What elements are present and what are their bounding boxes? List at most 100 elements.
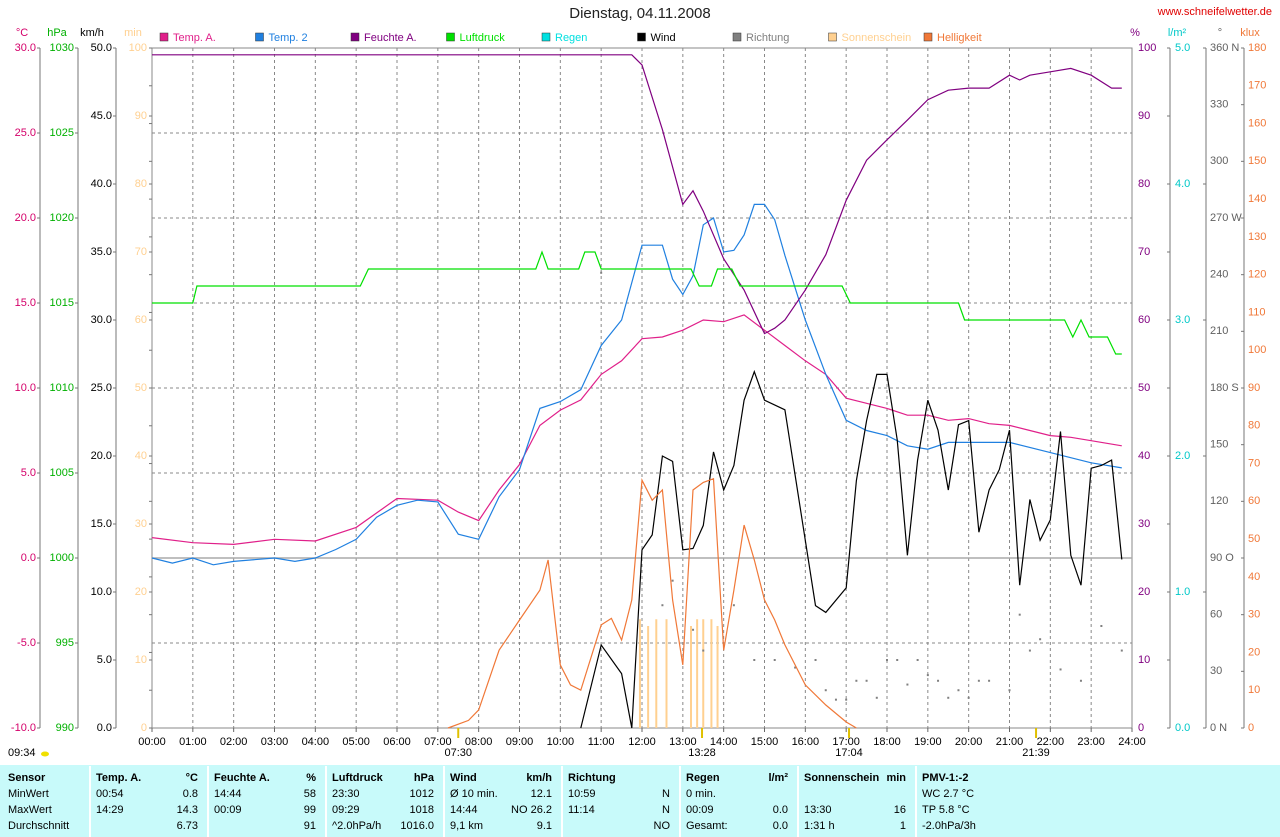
x-tick-label: 10:00 [547, 736, 575, 748]
table-cell: Durchschnitt [8, 820, 69, 832]
legend-swatch [541, 32, 551, 42]
direction-dot [753, 659, 756, 661]
table-cell: Temp. A. [96, 772, 141, 784]
y-tick-label: 60 [135, 314, 147, 326]
legend-label: Temp. 2 [269, 32, 308, 44]
table-cell: 1:31 h [804, 820, 835, 832]
table-background [0, 765, 1280, 837]
y-tick-label: -5.0 [17, 637, 36, 649]
y-tick-label: 4.0 [1175, 178, 1190, 190]
y-tick-label: 40 [135, 450, 147, 462]
y-tick-label: 10 [1248, 684, 1260, 696]
y-tick-label: 360 N [1210, 42, 1239, 54]
legend-swatch [828, 32, 837, 42]
y-tick-label: 70 [1138, 246, 1150, 258]
y-tick-label: 80 [1248, 420, 1260, 432]
legend-label: Richtung [746, 32, 789, 44]
y-tick-label: 1.0 [1175, 586, 1190, 598]
direction-dot [824, 689, 827, 692]
y-tick-label: 100 [1248, 344, 1266, 356]
table-cell: 58 [304, 788, 316, 800]
table-cell: 12.1 [531, 788, 552, 800]
table-cell: Luftdruck [332, 772, 384, 784]
y-tick-label: 270 W [1210, 212, 1242, 224]
direction-dot [988, 679, 991, 682]
table-cell: 16 [894, 804, 906, 816]
y-tick-label: 0 N [1210, 722, 1227, 734]
direction-dot [875, 696, 878, 699]
y-tick-label: 50 [1248, 533, 1260, 545]
x-tick-label: 21:00 [996, 736, 1024, 748]
y-tick-label: 0.0 [97, 722, 112, 734]
y-tick-label: -10.0 [11, 722, 36, 734]
legend-swatch [350, 32, 360, 42]
legend-label: Luftdruck [460, 32, 506, 44]
y-tick-label: 30 [135, 518, 147, 530]
table-cell: 00:54 [96, 788, 124, 800]
direction-dot [1008, 689, 1011, 692]
table-cell: TP 5.8 °C [922, 804, 970, 816]
x-tick-label: 06:00 [383, 736, 411, 748]
marker-label: 21:39 [1022, 747, 1050, 759]
y-tick-label: 110 [1248, 306, 1266, 318]
direction-dot [1079, 679, 1082, 682]
x-tick-label: 04:00 [302, 736, 330, 748]
y-tick-label: 150 [1210, 439, 1228, 451]
updated-time: 09:34 [8, 747, 36, 759]
table-cell: WC 2.7 °C [922, 788, 974, 800]
y-tick-label: 90 [135, 110, 147, 122]
table-cell: Sensor [8, 772, 46, 784]
direction-dot [671, 579, 674, 582]
site-url: www.schneifelwetter.de [1157, 6, 1272, 18]
table-cell: min [886, 772, 906, 784]
y-tick-label: 120 [1210, 495, 1228, 507]
direction-dot [886, 659, 888, 661]
y-tick-label: 70 [1248, 457, 1260, 469]
y-tick-label: 1005 [50, 467, 74, 479]
y-tick-label: 2.0 [1175, 450, 1190, 462]
table-cell: 10:59 [568, 788, 596, 800]
direction-dot [1100, 625, 1103, 627]
y-tick-label: 5.0 [21, 467, 36, 479]
marker-label: 07:30 [444, 747, 472, 759]
y-tick-label: 990 [56, 722, 74, 734]
table-cell: 0 min. [686, 788, 716, 800]
axis-unit: % [1130, 27, 1140, 39]
x-tick-label: 09:00 [506, 736, 534, 748]
series-line [151, 314, 1122, 546]
x-tick-label: 11:00 [588, 736, 615, 748]
marker-label: 13:28 [688, 747, 716, 759]
x-tick-label: 20:00 [955, 736, 983, 748]
table-cell: 14:44 [214, 788, 242, 800]
y-tick-label: 1030 [50, 42, 74, 54]
y-tick-label: 20.0 [91, 450, 112, 462]
direction-dot [600, 271, 603, 274]
axis-unit: min [124, 27, 142, 39]
y-tick-label: 60 [1210, 609, 1222, 621]
direction-dot [855, 679, 858, 682]
table-cell: 9,1 km [450, 820, 483, 832]
legend-label: Temp. A. [173, 32, 216, 44]
y-tick-label: 90 [1248, 382, 1260, 394]
series-line [151, 203, 1122, 566]
table-cell: 0.0 [773, 804, 788, 816]
table-cell: hPa [414, 772, 435, 784]
axis-unit: ° [1218, 27, 1222, 39]
direction-dot [977, 679, 980, 682]
x-tick-label: 23:00 [1077, 736, 1105, 748]
direction-dot [947, 696, 950, 699]
y-tick-label: 50 [1138, 382, 1150, 394]
y-tick-label: 90 O [1210, 552, 1234, 564]
table-cell: 1016.0 [400, 820, 434, 832]
y-tick-label: 70 [135, 246, 147, 258]
x-tick-label: 07:00 [424, 736, 452, 748]
y-tick-label: 170 [1248, 80, 1266, 92]
y-tick-label: 0 [1138, 722, 1144, 734]
y-tick-label: 180 [1248, 42, 1266, 54]
table-cell: -2.0hPa/3h [922, 820, 976, 832]
direction-dot [967, 696, 970, 699]
table-cell: 0.8 [183, 788, 198, 800]
y-tick-label: 10 [135, 654, 147, 666]
x-tick-label: 14:00 [710, 736, 738, 748]
table-cell: °C [186, 772, 198, 784]
